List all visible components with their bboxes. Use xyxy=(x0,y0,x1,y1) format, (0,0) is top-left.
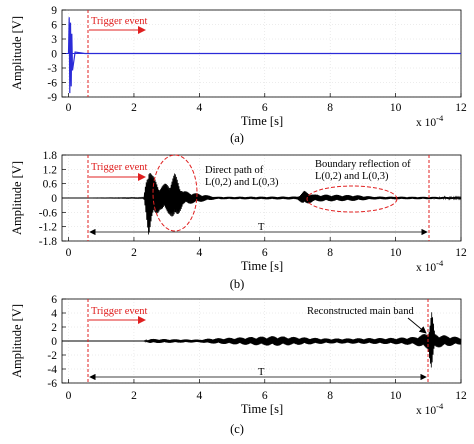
y-tick-label: 3 xyxy=(51,34,57,46)
panel-c-label: (c) xyxy=(230,422,244,436)
panel-b-signal xyxy=(62,173,462,235)
x-tick-label: 6 xyxy=(262,102,268,114)
y-tick-label: -1.8 xyxy=(39,236,57,248)
y-tick-label: -2 xyxy=(47,350,57,362)
panel-a-ylabel: Amplitude [V] xyxy=(10,16,24,90)
panel-b-period-label: T xyxy=(258,222,265,233)
panel-c-xticks: 0 2 4 6 8 10 12 xyxy=(66,379,467,402)
y-tick-label: -9 xyxy=(47,92,57,104)
x-tick-label: 6 xyxy=(262,247,268,259)
panel-b: Trigger event Direct path of L(0,2) and … xyxy=(10,150,467,291)
x-tick-label: 2 xyxy=(131,102,137,114)
panel-b-label: (b) xyxy=(230,277,245,291)
y-tick-label: 1.2 xyxy=(43,164,58,176)
panel-c-ylabel: Amplitude [V] xyxy=(10,304,24,378)
panel-b-boundary-label: Boundary reflection of xyxy=(315,159,411,170)
x-tick-label: 4 xyxy=(196,390,202,402)
panel-a-exponent: x 10-4 xyxy=(416,113,444,129)
x-tick-label: 0 xyxy=(66,390,72,402)
panel-b-direct-path-ellipse xyxy=(152,154,198,232)
x-tick-label: 10 xyxy=(390,247,402,259)
x-tick-label: 0 xyxy=(66,102,72,114)
panel-c-period-label: T xyxy=(258,367,265,378)
panel-c-yticks: 6 4 2 0 -2 -4 -6 xyxy=(47,294,66,390)
panel-b-trigger-label: Trigger event xyxy=(91,162,148,173)
x-tick-label: 2 xyxy=(131,390,137,402)
panel-b-exponent: x 10-4 xyxy=(416,258,444,274)
x-tick-label: 12 xyxy=(455,247,467,259)
panel-c: Trigger event Reconstructed main band T … xyxy=(10,294,467,436)
panel-b-xticks: 0 2 4 6 8 10 12 xyxy=(66,237,467,259)
y-tick-label: 1.8 xyxy=(43,150,58,162)
panel-a-label: (a) xyxy=(230,131,244,145)
panel-c-trigger-label: Trigger event xyxy=(91,306,148,317)
panel-a-trigger-label: Trigger event xyxy=(91,16,148,27)
panel-b-ylabel: Amplitude [V] xyxy=(10,161,24,235)
panel-c-signal xyxy=(62,312,462,368)
y-tick-label: 0 xyxy=(51,49,57,61)
y-tick-label: 9 xyxy=(51,5,57,17)
panel-c-exponent: x 10-4 xyxy=(416,401,444,417)
panel-b-yticks: 1.8 1.2 0.6 0 -0.6 -1.2 -1.8 xyxy=(39,150,66,248)
panel-a-xlabel: Time [s] xyxy=(241,114,283,128)
y-tick-label: 4 xyxy=(51,308,57,320)
series-line xyxy=(62,312,462,368)
y-tick-label: 0 xyxy=(51,193,57,205)
x-tick-label: 10 xyxy=(390,390,402,402)
y-tick-label: -0.6 xyxy=(39,207,57,219)
x-tick-label: 6 xyxy=(262,390,268,402)
y-tick-label: -6 xyxy=(47,78,57,90)
y-tick-label: -6 xyxy=(47,378,57,390)
y-tick-label: -4 xyxy=(47,364,57,376)
y-tick-label: 6 xyxy=(51,294,57,306)
x-tick-label: 0 xyxy=(66,247,72,259)
panel-a-xticks: 0 2 4 6 8 10 12 xyxy=(66,93,467,114)
x-tick-label: 4 xyxy=(196,102,202,114)
panel-a-signal xyxy=(67,17,461,94)
x-tick-label: 8 xyxy=(327,247,333,259)
series-line xyxy=(62,173,462,235)
y-tick-label: 2 xyxy=(51,322,57,334)
panel-b-direct-path-label-2: L(0,2) and L(0,3) xyxy=(205,177,279,188)
x-tick-label: 8 xyxy=(327,390,333,402)
x-tick-label: 12 xyxy=(455,102,467,114)
panel-c-main-band-arrow xyxy=(407,317,427,334)
x-tick-label: 8 xyxy=(327,102,333,114)
y-tick-label: -3 xyxy=(47,63,57,75)
panel-c-main-band-label: Reconstructed main band xyxy=(307,306,414,317)
x-tick-label: 10 xyxy=(390,102,402,114)
y-tick-label: 0.6 xyxy=(43,179,58,191)
panel-a: Trigger event 9 6 3 0 -3 -6 -9 0 2 4 6 8 10 12 Ampli… xyxy=(10,5,467,145)
panel-a-yticks: 9 6 3 0 -3 -6 -9 xyxy=(47,5,66,104)
series-line xyxy=(67,17,461,94)
y-tick-label: 6 xyxy=(51,20,57,32)
x-tick-label: 12 xyxy=(455,390,467,402)
panel-b-direct-path-label: Direct path of xyxy=(205,165,264,176)
panel-b-xlabel: Time [s] xyxy=(241,259,283,273)
panel-c-xlabel: Time [s] xyxy=(241,402,283,416)
x-tick-label: 2 xyxy=(131,247,137,259)
x-tick-label: 4 xyxy=(196,247,202,259)
y-tick-label: 0 xyxy=(51,336,57,348)
panel-b-boundary-label-2: L(0,2) and L(0,3) xyxy=(315,171,389,182)
panel-b-boundary-ellipse xyxy=(306,185,398,213)
y-tick-label: -1.2 xyxy=(39,222,57,234)
